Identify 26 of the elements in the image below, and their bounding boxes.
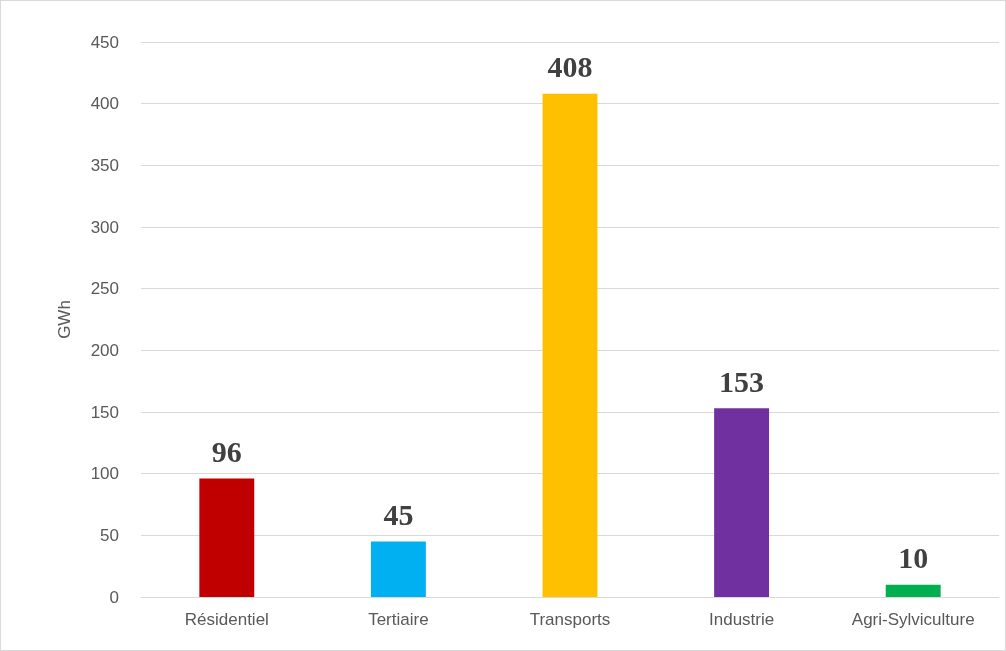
y-tick-label: 200 — [90, 340, 119, 360]
x-tick-label: Tertiaire — [368, 610, 429, 629]
bar — [370, 541, 426, 597]
bar — [199, 478, 255, 597]
data-label: 153 — [719, 364, 765, 398]
data-label: 45 — [383, 498, 414, 531]
y-tick-label: 150 — [90, 402, 119, 422]
bar — [714, 408, 770, 597]
y-axis-title: GWh — [55, 300, 74, 339]
bar — [542, 93, 598, 597]
y-tick-label: 50 — [100, 525, 119, 545]
y-tick-label: 0 — [109, 587, 119, 607]
x-tick-label: Résidentiel — [184, 610, 269, 629]
y-tick-label: 300 — [90, 217, 119, 237]
y-tick-label: 350 — [90, 155, 119, 175]
x-tick-label: Industrie — [709, 610, 775, 629]
y-tick-label: 400 — [90, 94, 119, 114]
bar — [885, 584, 941, 597]
x-tick-label: Transports — [529, 610, 611, 629]
data-label: 408 — [547, 50, 593, 84]
data-label: 10 — [898, 541, 929, 575]
y-tick-label: 250 — [90, 279, 119, 299]
data-label: 96 — [211, 435, 242, 469]
y-tick-label: 100 — [90, 464, 119, 484]
x-tick-label: Agri-Sylviculture — [851, 610, 975, 629]
y-tick-label: 450 — [90, 32, 119, 52]
